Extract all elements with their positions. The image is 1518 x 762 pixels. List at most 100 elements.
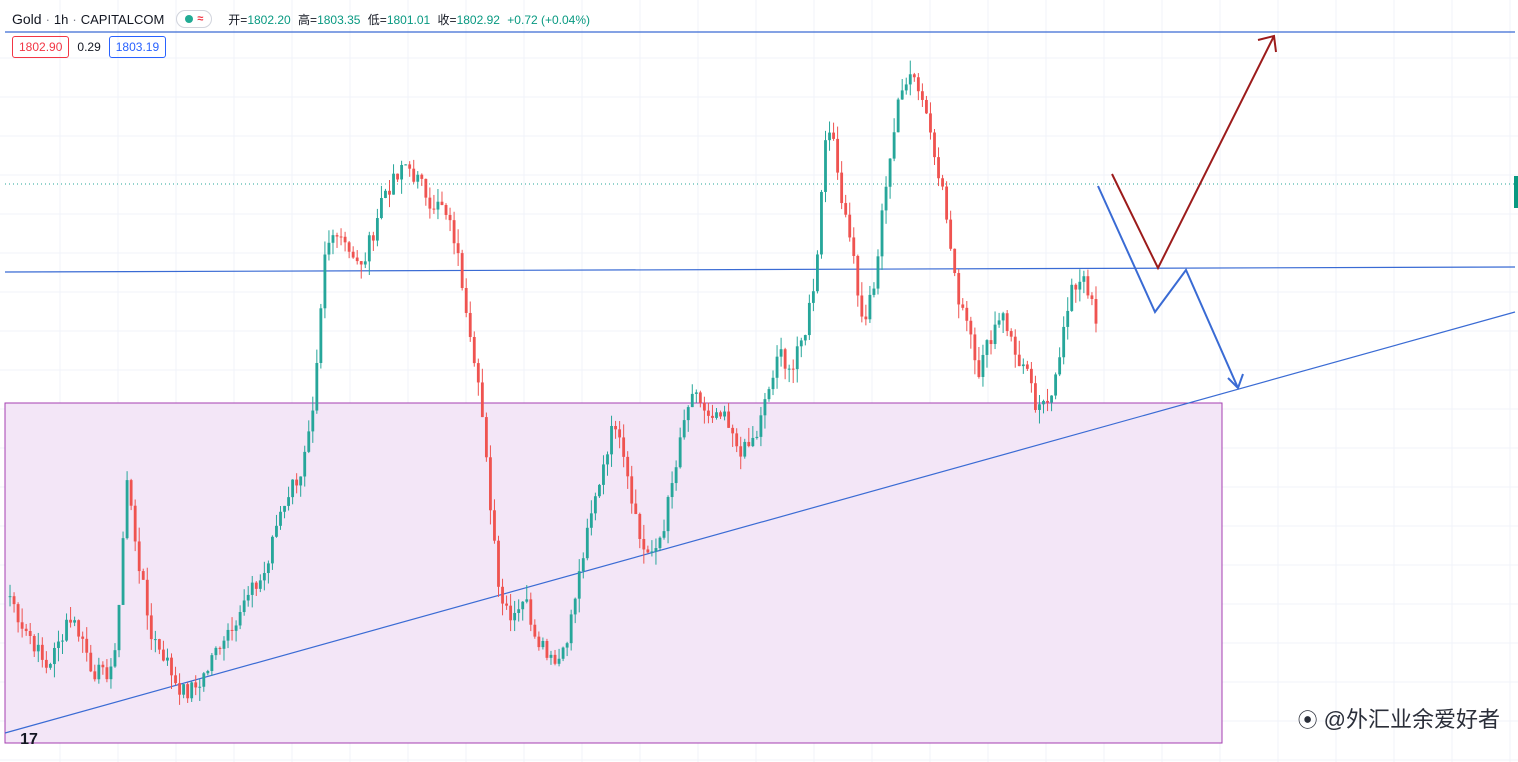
candle-body (355, 257, 359, 262)
candle-body (1038, 404, 1041, 410)
weibo-icon: ⦿ (1297, 709, 1318, 732)
candle-body (339, 236, 343, 238)
candle-body (674, 467, 678, 484)
candle-body (884, 186, 888, 211)
candle-body (363, 261, 367, 265)
candle-body (622, 437, 626, 457)
close-value: 1802.92 (456, 12, 500, 27)
candle-body (811, 291, 815, 303)
open-value: 1802.20 (247, 12, 291, 27)
candle-body (767, 389, 771, 400)
ohlc-values: 开=1802.20 高=1803.35 低=1801.01 收=1802.92 … (228, 11, 594, 28)
candle-body (1078, 281, 1082, 290)
candle-body (1009, 331, 1013, 337)
candle-body (307, 431, 311, 452)
candle-body (428, 197, 432, 209)
candle-body (787, 368, 791, 370)
candle-body (117, 604, 121, 651)
candle-body (452, 220, 456, 244)
candle-body (97, 664, 101, 680)
candle-body (856, 255, 860, 296)
candle-body (501, 586, 504, 604)
red-scenario-arrow[interactable] (1111, 35, 1275, 271)
candle-body (513, 612, 517, 621)
candle-body (497, 540, 500, 587)
candle-body (666, 497, 670, 532)
candle-body (24, 628, 28, 632)
candle-body (384, 190, 387, 199)
candle-body (775, 356, 779, 378)
candle-body (747, 441, 751, 447)
candle-body (484, 417, 488, 458)
candle-body (1013, 336, 1017, 355)
market-status-badge[interactable]: ≈ (176, 10, 213, 28)
candle-body (763, 399, 767, 416)
candle-body (606, 454, 609, 465)
candle-body (242, 600, 246, 613)
candle-body (961, 304, 965, 308)
candle-body (735, 433, 739, 447)
spread-value: 0.29 (77, 40, 101, 54)
sell-price-button[interactable]: 1802.90 (12, 36, 70, 58)
candle-body (206, 671, 210, 674)
candle-body (420, 174, 424, 179)
candle-body (303, 451, 307, 477)
legend-separator: · (72, 11, 77, 27)
candle-body (759, 415, 763, 437)
candle-body (444, 205, 448, 215)
candle-body (880, 210, 884, 257)
candle-body (69, 619, 72, 623)
candle-body (1046, 400, 1049, 403)
candle-body (145, 579, 149, 616)
candle-body (275, 525, 278, 537)
candle-body (121, 538, 125, 605)
candle-body (85, 638, 89, 653)
candle-body (400, 164, 404, 180)
candle-body (670, 483, 674, 498)
candle-body (89, 652, 93, 672)
horizontal-trendline[interactable] (4, 266, 1516, 273)
candle-body (1070, 284, 1074, 311)
candle-body (537, 636, 541, 648)
demand-zone[interactable] (4, 402, 1223, 744)
low-value: 1801.01 (386, 12, 431, 27)
candle-body (218, 647, 222, 649)
candle-body (751, 437, 755, 447)
candle-body (194, 682, 198, 688)
candle-body (602, 464, 605, 485)
blue-scenario-arrow[interactable] (1097, 185, 1239, 389)
candle-body (525, 599, 529, 602)
candle-body (916, 77, 920, 92)
close-label: 收= (437, 12, 457, 27)
candle-body (367, 235, 371, 262)
candle-body (1058, 357, 1062, 375)
interval-label[interactable]: 1h (53, 11, 69, 27)
candle-body (250, 582, 254, 595)
buy-price-button[interactable]: 1803.19 (108, 36, 167, 58)
blue-arrow-head (1227, 373, 1244, 390)
rising-trendline[interactable] (4, 311, 1516, 734)
candle-body (973, 334, 977, 361)
candle-body (949, 219, 953, 249)
market-open-icon (185, 15, 194, 23)
candle-body (577, 571, 581, 599)
candle-body (12, 596, 16, 605)
candle-body (254, 582, 258, 589)
candle-body (323, 254, 327, 309)
candle-body (226, 629, 230, 641)
candle-body (258, 580, 262, 589)
tradingview-logo-icon[interactable]: 17 (14, 728, 44, 752)
watermark-text: @外汇业余爱好者 (1323, 707, 1500, 732)
symbol-name[interactable]: Gold (12, 11, 42, 27)
candle-body (553, 654, 557, 664)
candle-body (626, 456, 630, 477)
candle-body (157, 639, 161, 650)
candle-body (371, 235, 375, 241)
candle-body (650, 551, 654, 553)
candle-body (937, 157, 940, 179)
candle-body (412, 168, 416, 182)
candle-body (335, 235, 339, 237)
candle-body (912, 74, 916, 78)
candle-body (375, 218, 379, 241)
